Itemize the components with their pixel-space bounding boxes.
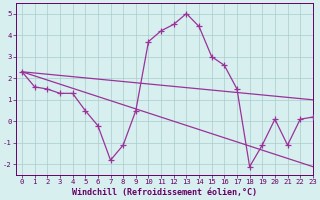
X-axis label: Windchill (Refroidissement éolien,°C): Windchill (Refroidissement éolien,°C)	[72, 188, 257, 197]
